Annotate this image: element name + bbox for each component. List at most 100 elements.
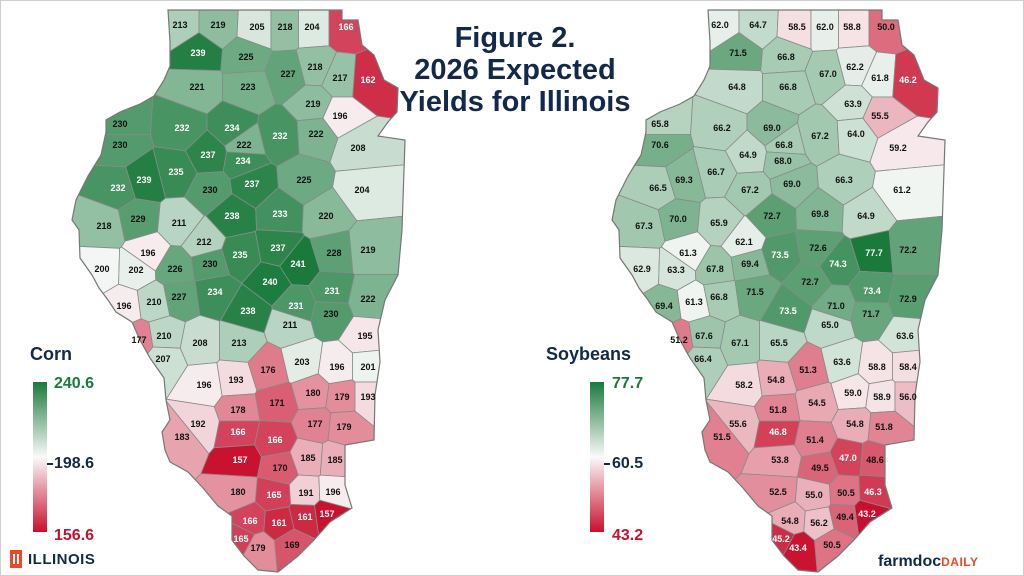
corn-county-value: 232 xyxy=(110,183,125,193)
soybeans-county-value: 51.8 xyxy=(769,405,787,415)
corn-county-value: 207 xyxy=(155,354,170,364)
corn-county-value: 179 xyxy=(334,392,349,402)
soybeans-county-value: 64.9 xyxy=(857,211,875,221)
corn-county-value: 241 xyxy=(290,259,305,269)
soybeans-county-value: 70.0 xyxy=(669,214,687,224)
soybeans-county-value: 54.8 xyxy=(781,516,799,526)
soybeans-county-value: 69.0 xyxy=(763,123,781,133)
corn-county-value: 185 xyxy=(300,453,315,463)
soybean-legend-mid: 60.5 xyxy=(612,455,644,472)
soybeans-county-value: 72.7 xyxy=(763,211,781,221)
corn-county-value: 200 xyxy=(94,264,109,274)
soybeans-county-value: 70.6 xyxy=(651,140,669,150)
soybeans-county-value: 52.5 xyxy=(769,487,787,497)
corn-county-value: 222 xyxy=(236,140,251,150)
corn-legend-label: Corn xyxy=(30,344,72,364)
corn-county-value: 196 xyxy=(116,301,131,311)
corn-county-value: 193 xyxy=(360,392,375,402)
soybeans-county-value: 67.3 xyxy=(635,221,653,231)
soybeans-county-value: 43.2 xyxy=(858,509,876,519)
soybeans-county-value: 50.0 xyxy=(877,22,895,32)
soybean-labels: 62.0 64.7 58.5 62.0 58.8 50.0 71.5 66.8 67.0 62.2… xyxy=(633,20,917,553)
corn-legend-min: 156.6 xyxy=(54,527,95,544)
soybeans-county-value: 50.5 xyxy=(837,488,855,498)
soybeans-county-value: 51.4 xyxy=(806,435,824,445)
soybeans-county-value: 62.0 xyxy=(711,20,729,30)
soybeans-county-value: 50.5 xyxy=(823,540,841,550)
soybeans-county-value: 55.0 xyxy=(805,490,823,500)
soybeans-county-value: 58.4 xyxy=(899,362,917,372)
corn-county-cell xyxy=(72,19,154,135)
title-line-2: 2026 Expected xyxy=(414,54,616,86)
soybeans-county-value: 64.9 xyxy=(739,150,757,160)
soybeans-county-value: 73.5 xyxy=(779,306,797,316)
corn-county-value: 232 xyxy=(272,131,287,141)
soybeans-county-value: 63.6 xyxy=(896,331,914,341)
soybeans-county-value: 69.8 xyxy=(811,209,829,219)
soybeans-county-value: 58.8 xyxy=(843,22,861,32)
corn-county-value: 202 xyxy=(128,265,143,275)
corn-county-value: 230 xyxy=(323,309,338,319)
soybeans-county-value: 55.6 xyxy=(729,419,747,429)
corn-county-value: 210 xyxy=(156,331,171,341)
soybeans-county-cell xyxy=(612,19,694,135)
soybeans-county-value: 73.5 xyxy=(771,250,789,260)
figure-title: Figure 2. 2026 Expected Yields for Illin… xyxy=(395,22,635,118)
soybean-legend-max: 77.7 xyxy=(612,375,644,392)
soybeans-county-value: 58.8 xyxy=(868,362,886,372)
soybeans-county-value: 61.3 xyxy=(679,248,697,258)
soybeans-county-value: 64.8 xyxy=(728,82,746,92)
soybeans-county-value: 53.8 xyxy=(771,455,789,465)
corn-county-value: 234 xyxy=(207,287,222,297)
corn-county-value: 218 xyxy=(96,221,111,231)
soybeans-county-value: 71.5 xyxy=(729,48,747,58)
soybeans-county-value: 58.5 xyxy=(788,22,806,32)
corn-county-value: 237 xyxy=(270,243,285,253)
corn-county-value: 230 xyxy=(202,259,217,269)
soybeans-county-value: 66.8 xyxy=(779,82,797,92)
soybeans-county-value: 73.4 xyxy=(863,286,881,296)
corn-county-value: 201 xyxy=(360,362,375,372)
corn-county-value: 219 xyxy=(305,99,320,109)
soybeans-county-value: 46.8 xyxy=(769,427,787,437)
soybeans-county-value: 66.8 xyxy=(775,140,793,150)
corn-county-value: 225 xyxy=(238,52,253,62)
soybean-color-scale xyxy=(590,382,604,532)
corn-county-value: 222 xyxy=(308,129,323,139)
corn-county-value: 162 xyxy=(360,75,375,85)
corn-county-value: 166 xyxy=(230,427,245,437)
corn-county-value: 239 xyxy=(136,175,151,185)
soybeans-county-value: 77.7 xyxy=(865,248,883,258)
soybeans-county-value: 66.7 xyxy=(707,167,725,177)
corn-county-value: 180 xyxy=(305,388,320,398)
corn-county-value: 171 xyxy=(269,398,284,408)
corn-county-value: 227 xyxy=(171,292,186,302)
corn-county-value: 196 xyxy=(140,248,155,258)
corn-labels: 213 219 205 218 204 166 239 225 227 218 217 162 221 2… xyxy=(94,20,375,553)
corn-county-value: 166 xyxy=(242,516,257,526)
corn-state-outline xyxy=(71,9,406,573)
soybeans-county-value: 62.2 xyxy=(846,62,864,72)
soybeans-county-value: 74.3 xyxy=(829,259,847,269)
soybeans-county-value: 65.5 xyxy=(770,338,788,348)
corn-county-value: 177 xyxy=(307,419,322,429)
corn-county-value: 239 xyxy=(190,48,205,58)
corn-county-value: 227 xyxy=(280,69,295,79)
corn-county-value: 223 xyxy=(240,82,255,92)
corn-county-value: 183 xyxy=(174,432,189,442)
soybeans-county-value: 58.9 xyxy=(873,392,891,402)
soybeans-county-value: 72.9 xyxy=(899,294,917,304)
corn-county-value: 218 xyxy=(277,22,292,32)
soybeans-county-value: 72.2 xyxy=(899,245,917,255)
soybeans-county-value: 72.7 xyxy=(801,277,819,287)
title-line-3: Yields for Illinois xyxy=(399,86,631,118)
soybeans-county-value: 61.3 xyxy=(685,297,703,307)
corn-county-value: 165 xyxy=(233,534,248,544)
corn-county-value: 161 xyxy=(271,518,286,528)
soybeans-county-value: 45.2 xyxy=(772,534,790,544)
corn-county-value: 219 xyxy=(360,245,375,255)
soybeans-county-value: 63.3 xyxy=(667,265,685,275)
soybeans-county-value: 49.5 xyxy=(811,463,829,473)
corn-county-value: 192 xyxy=(190,419,205,429)
farmdoc-daily-logo: farmdocDAILY xyxy=(878,553,979,571)
